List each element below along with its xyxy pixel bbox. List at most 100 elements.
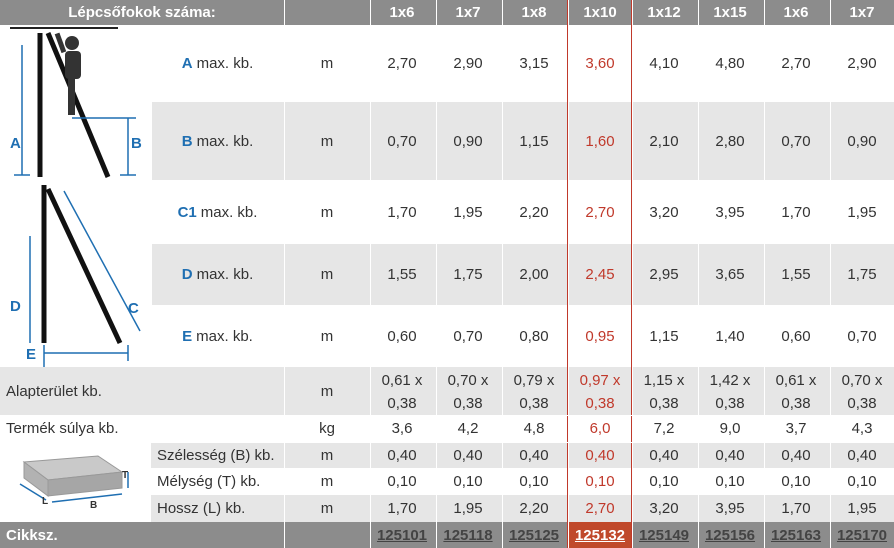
footprint-line-2: 0,38 — [649, 395, 679, 412]
row-value: 1,75 — [453, 266, 483, 283]
grid-line — [436, 0, 437, 548]
dim-value: 0,40 — [519, 446, 549, 464]
article-code-link[interactable]: 125125 — [508, 526, 560, 544]
dim-label: Hossz (L) kb. — [157, 500, 246, 517]
footprint-line-1: 0,61 x — [775, 372, 817, 389]
header-col-4: 1x12 — [632, 0, 696, 25]
row-value: 2,45 — [585, 266, 615, 283]
row-value: 3,65 — [715, 266, 745, 283]
dim-bg — [151, 442, 894, 468]
grid-line — [284, 0, 285, 548]
grid-line — [0, 415, 894, 416]
dim-value: 0,10 — [387, 473, 417, 490]
dim-value: 0,10 — [519, 473, 549, 490]
article-code-link[interactable]: 125156 — [704, 526, 756, 544]
article-code-link[interactable]: 125101 — [376, 526, 428, 544]
row-value: 3,15 — [519, 55, 549, 72]
header-col-7: 1x7 — [830, 0, 894, 25]
row-value: 0,70 — [847, 327, 877, 345]
footprint-line-2: 0,38 — [585, 395, 615, 412]
article-code-link[interactable]: 125132 — [574, 526, 626, 544]
row-value: 1,95 — [847, 203, 877, 221]
footprint-line-1: 1,42 x — [709, 372, 751, 389]
row-value: 2,95 — [649, 266, 679, 283]
weight-value: 9,0 — [719, 420, 741, 437]
footprint-value: 0,70 x 0,38 — [436, 369, 500, 415]
row-value: 0,60 — [781, 327, 811, 345]
article-code-link[interactable]: 125163 — [770, 526, 822, 544]
footer-label: Cikksz. — [0, 522, 284, 548]
row-value: 3,60 — [585, 55, 615, 72]
dim-value: 0,40 — [453, 446, 483, 464]
footprint-line-1: 0,70 x — [447, 372, 489, 389]
diagram-label-b: B — [131, 135, 142, 152]
weight-value: 6,0 — [589, 420, 611, 437]
box-label-b: B — [90, 500, 98, 511]
dim-value: 2,20 — [519, 500, 549, 517]
dim-value: 0,10 — [715, 473, 745, 490]
weight-label: Termék súlya kb. — [6, 420, 119, 437]
header-col-0: 1x6 — [370, 0, 434, 25]
row-value: 1,15 — [519, 132, 549, 150]
row-value: 2,80 — [715, 132, 745, 150]
weight-value: 3,7 — [785, 420, 807, 437]
dim-value: 0,40 — [585, 446, 615, 464]
grid-line — [370, 0, 371, 548]
row-value: 2,10 — [649, 132, 679, 150]
row-value: 0,70 — [453, 327, 483, 345]
weight-value: 4,3 — [851, 420, 873, 437]
row-label: C1 max. kb. — [151, 180, 284, 244]
dimension-letter: C1 — [177, 203, 197, 221]
grid-line — [632, 0, 633, 548]
row-label-text: max. kb. — [196, 266, 254, 283]
dimension-letter: B — [181, 132, 193, 150]
footprint-line-2: 0,38 — [453, 395, 483, 412]
article-code-link[interactable]: 125170 — [836, 526, 888, 544]
dim-value: 1,95 — [847, 500, 877, 517]
row-value: 2,90 — [847, 55, 877, 72]
row-unit: m — [320, 327, 334, 345]
highlight-code-bg — [568, 522, 632, 548]
row-value: 2,70 — [781, 55, 811, 72]
grid-line — [502, 0, 503, 548]
row-value: 1,70 — [387, 203, 417, 221]
row-label-text: max. kb. — [200, 203, 258, 221]
row-value: 2,20 — [519, 203, 549, 221]
row-unit: m — [320, 132, 334, 150]
dim-value: 0,40 — [847, 446, 877, 464]
footprint-label: Alapterület kb. — [6, 382, 102, 400]
row-value: 1,95 — [453, 203, 483, 221]
row-value: 2,90 — [453, 55, 483, 72]
ladder-usage-diagram — [10, 27, 136, 178]
row-value: 0,80 — [519, 327, 549, 345]
footprint-value: 0,97 x 0,38 — [568, 369, 632, 415]
footprint-line-2: 0,38 — [715, 395, 745, 412]
dim-value: 0,10 — [453, 473, 483, 490]
header-title: Lépcsőfokok száma: — [0, 0, 284, 25]
weight-value: 4,8 — [523, 420, 545, 437]
dim-unit: m — [320, 473, 334, 490]
row-value: 1,75 — [847, 266, 877, 283]
footprint-line-1: 0,61 x — [381, 372, 423, 389]
row-value: 1,55 — [387, 266, 417, 283]
dim-label: Mélység (T) kb. — [157, 473, 261, 490]
diagram-label-c: C — [128, 300, 139, 317]
highlight-column-line — [567, 0, 568, 548]
row-value: 4,80 — [715, 55, 745, 72]
row-value: 0,70 — [387, 132, 417, 150]
ladder-slant — [45, 187, 123, 345]
dim-value: 3,20 — [649, 500, 679, 517]
row-value: 2,70 — [585, 203, 615, 221]
article-code-link[interactable]: 125149 — [638, 526, 690, 544]
article-code-link[interactable]: 125118 — [443, 526, 493, 544]
row-value: 3,95 — [715, 203, 745, 221]
package-box-diagram — [19, 455, 129, 503]
footprint-value: 0,79 x 0,38 — [502, 369, 566, 415]
header-col-6: 1x6 — [764, 0, 828, 25]
header-col-3: 1x10 — [568, 0, 632, 25]
ladder-line — [45, 32, 111, 178]
grid-line — [568, 0, 569, 548]
row-value: 0,90 — [847, 132, 877, 150]
grid-line — [0, 442, 894, 443]
